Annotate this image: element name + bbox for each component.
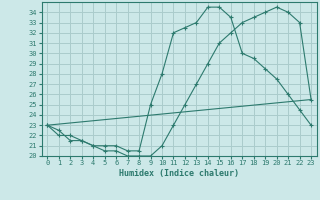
X-axis label: Humidex (Indice chaleur): Humidex (Indice chaleur) xyxy=(119,169,239,178)
